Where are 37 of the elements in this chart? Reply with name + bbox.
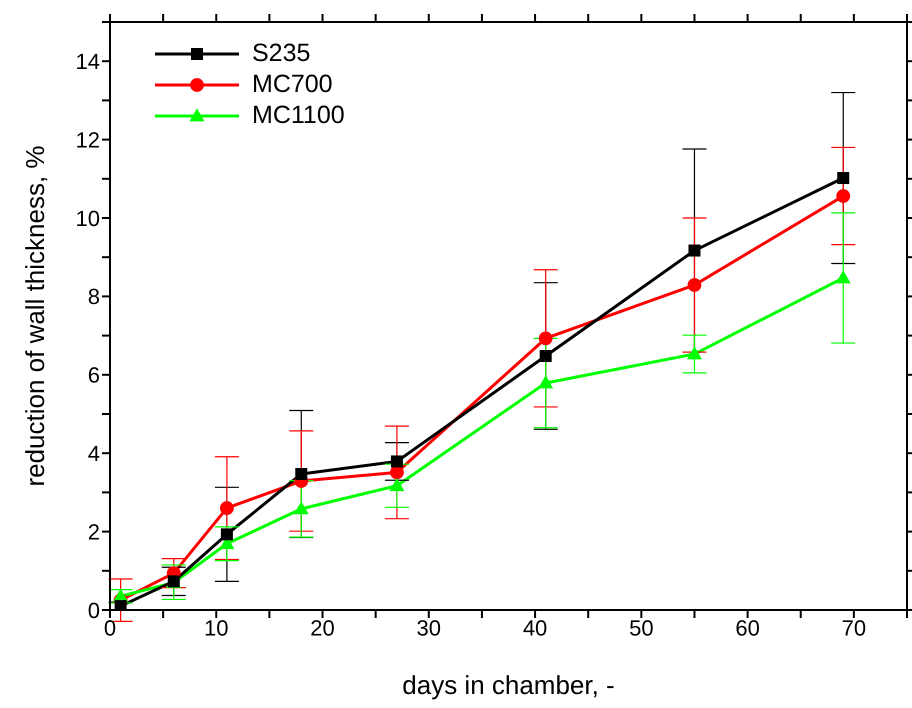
point: [295, 468, 308, 480]
point: [389, 478, 404, 492]
y-tick-label: 10: [76, 206, 100, 231]
point: [836, 189, 850, 203]
x-tick-label: 40: [522, 616, 548, 641]
x-tick-label: 10: [204, 616, 229, 641]
y-tick-label: 8: [88, 284, 100, 310]
point: [220, 528, 233, 540]
legend-label: MC1100: [252, 101, 345, 130]
point: [837, 172, 850, 184]
y-tick-label: 2: [88, 519, 100, 544]
legend-label: S235: [252, 39, 310, 68]
point: [540, 350, 552, 362]
point: [538, 375, 554, 388]
y-tick-label: 14: [76, 49, 100, 74]
point: [390, 466, 404, 480]
x-tick-label: 50: [629, 616, 654, 641]
x-tick-label: 60: [735, 616, 760, 641]
point: [538, 331, 553, 346]
point: [688, 278, 702, 292]
x-axis-title: days in chamber, -: [402, 670, 615, 700]
x-tick-label: 0: [104, 616, 116, 641]
y-tick-label: 6: [88, 362, 100, 388]
x-tick-label: 20: [310, 616, 335, 641]
y-tick-label: 12: [76, 127, 100, 152]
point: [294, 501, 309, 514]
point: [686, 346, 702, 360]
x-tick-label: 70: [842, 616, 866, 641]
point: [390, 455, 403, 468]
y-tick-label: 4: [88, 441, 100, 466]
x-tick-label: 30: [416, 616, 442, 641]
y-axis-title: reduction of wall thickness, %: [20, 145, 50, 487]
point: [836, 270, 851, 284]
y-tick-label: 0: [88, 598, 100, 623]
point: [220, 501, 234, 515]
point: [688, 244, 700, 257]
legend-label: MC700: [252, 70, 333, 99]
